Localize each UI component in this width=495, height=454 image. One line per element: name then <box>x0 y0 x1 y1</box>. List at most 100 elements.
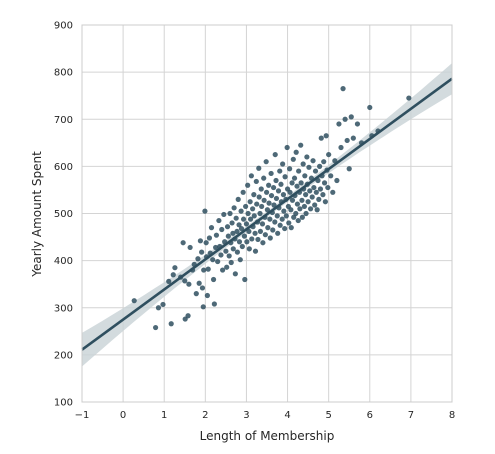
data-point <box>272 151 278 158</box>
data-point <box>306 164 312 170</box>
data-point <box>300 161 306 167</box>
data-point <box>253 178 259 185</box>
data-point <box>340 86 346 92</box>
data-point <box>323 133 329 139</box>
x-tick-label: 0 <box>120 410 126 421</box>
data-point <box>336 121 342 127</box>
data-point <box>172 265 178 271</box>
data-point <box>245 182 251 188</box>
data-point <box>287 166 293 172</box>
data-point <box>325 184 331 191</box>
x-tick-label: 4 <box>284 410 290 421</box>
data-point <box>258 186 264 192</box>
data-point <box>309 194 315 200</box>
data-point <box>342 116 348 122</box>
data-point <box>152 324 159 331</box>
data-point <box>231 205 237 211</box>
data-point <box>234 228 240 235</box>
data-point <box>238 225 245 232</box>
data-point <box>354 121 361 127</box>
data-point <box>287 189 293 195</box>
data-point <box>255 236 261 243</box>
data-point <box>289 180 295 186</box>
y-tick-label: 800 <box>54 68 73 79</box>
data-point <box>242 276 248 283</box>
data-point <box>180 240 186 246</box>
data-point <box>273 177 279 184</box>
data-point <box>312 168 319 174</box>
data-point <box>206 235 213 241</box>
data-point <box>220 267 226 273</box>
data-point <box>259 203 265 210</box>
data-point <box>272 219 278 225</box>
data-point <box>199 249 205 255</box>
data-point <box>256 165 262 171</box>
data-point <box>316 196 322 202</box>
data-point <box>237 257 243 263</box>
data-point <box>131 298 137 304</box>
data-point <box>203 240 209 246</box>
data-point <box>263 189 270 195</box>
data-point <box>334 177 340 184</box>
data-point <box>238 208 244 214</box>
x-tick-label: 1 <box>161 410 167 421</box>
x-tick-label: 8 <box>449 410 455 421</box>
data-point <box>257 228 264 235</box>
data-point <box>252 248 259 254</box>
data-point <box>262 232 268 238</box>
data-point <box>304 154 310 160</box>
data-point <box>303 192 309 198</box>
data-point <box>321 180 328 186</box>
data-point <box>182 278 188 284</box>
x-tick-label: 7 <box>408 410 414 421</box>
data-point <box>286 220 292 226</box>
data-point <box>312 202 318 208</box>
data-point <box>187 244 193 251</box>
data-point <box>318 135 324 141</box>
y-tick-labels: 100 200 300 400 500 600 700 800 900 <box>54 21 73 409</box>
data-point <box>166 278 172 284</box>
regression-line-group <box>81 77 453 351</box>
data-point <box>264 207 271 213</box>
data-point <box>196 280 202 286</box>
data-point <box>243 221 250 227</box>
data-point <box>210 257 216 263</box>
data-point <box>303 210 309 217</box>
data-point <box>260 240 266 246</box>
data-point <box>200 304 206 310</box>
data-point <box>317 163 323 169</box>
data-point <box>168 321 174 327</box>
data-point <box>317 186 324 192</box>
data-point <box>218 252 224 258</box>
data-point <box>277 168 283 174</box>
data-point <box>307 188 313 194</box>
data-point <box>224 264 230 270</box>
data-point <box>208 225 215 231</box>
data-point <box>313 189 319 195</box>
data-point <box>201 267 207 273</box>
data-point <box>274 213 280 219</box>
data-point <box>297 206 303 212</box>
data-point <box>289 197 296 203</box>
data-point <box>302 173 308 179</box>
data-point <box>247 199 253 205</box>
data-point <box>307 206 314 212</box>
x-tick-label: −1 <box>75 410 90 421</box>
data-point <box>293 149 299 155</box>
y-tick-label: 400 <box>54 256 73 267</box>
data-point <box>170 272 176 278</box>
data-point <box>298 142 304 148</box>
plot-frame <box>81 24 453 403</box>
data-point <box>266 182 272 188</box>
data-point <box>211 301 217 307</box>
data-point <box>240 189 246 195</box>
data-point <box>246 246 252 252</box>
data-point <box>280 161 286 167</box>
regression-line <box>81 77 453 351</box>
data-point <box>321 159 327 165</box>
data-point <box>243 203 249 210</box>
data-point <box>223 248 229 254</box>
data-point <box>268 170 274 177</box>
data-point <box>288 207 294 213</box>
